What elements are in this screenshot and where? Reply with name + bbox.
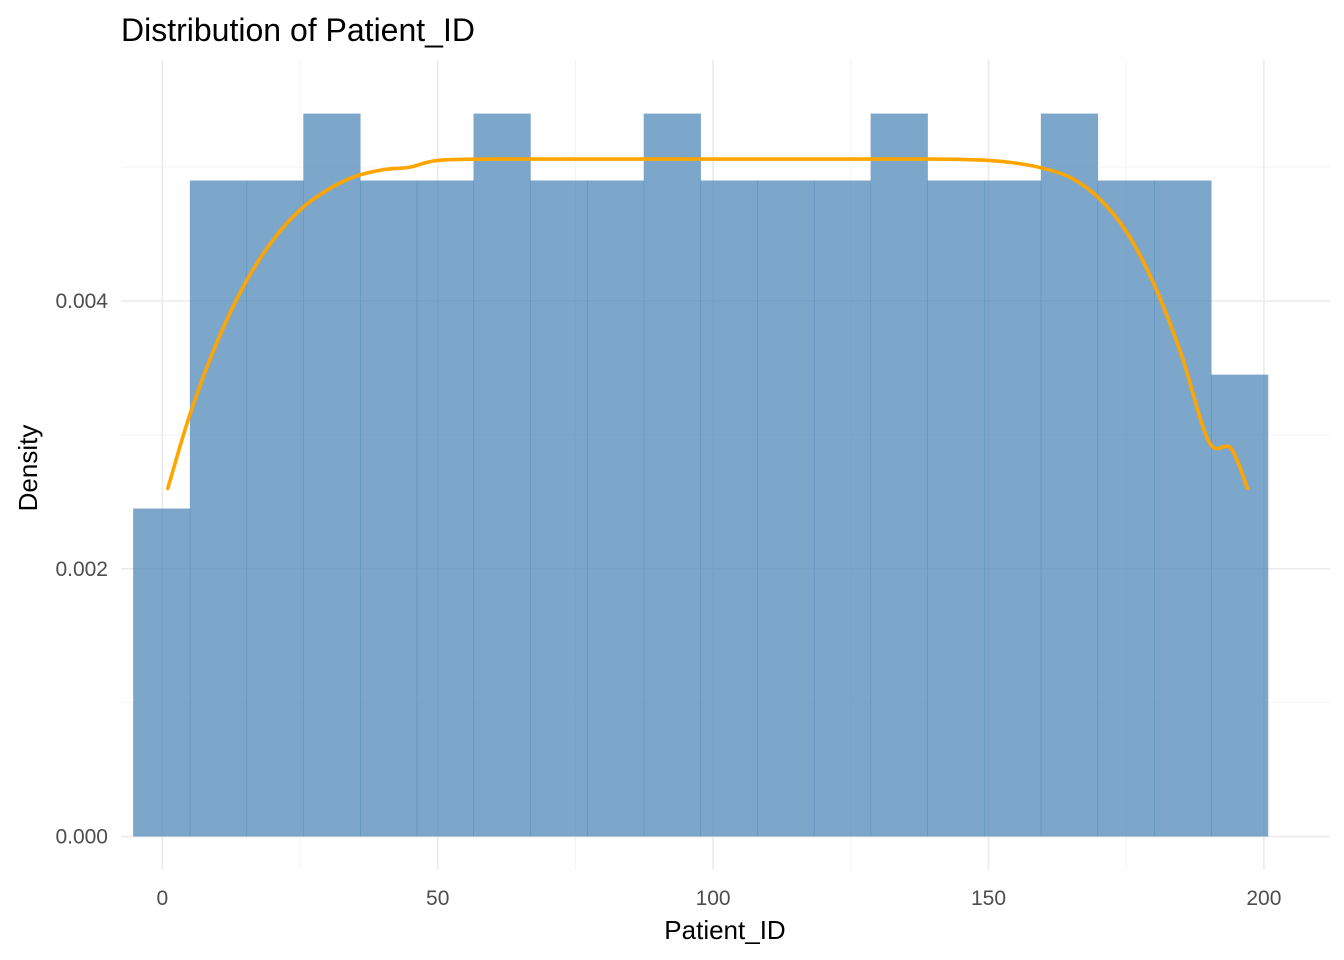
x-tick-label: 150: [971, 887, 1006, 910]
histogram-bar: [189, 180, 248, 837]
x-tick-label: 100: [696, 887, 731, 910]
histogram-bar: [133, 508, 191, 837]
histogram-bar: [530, 180, 588, 837]
y-axis-title: Density: [13, 425, 43, 512]
histogram-bar: [984, 180, 1042, 837]
histogram-bar: [813, 180, 872, 837]
histogram-bar: [1211, 374, 1269, 837]
histogram-bar: [643, 113, 701, 837]
density-curve: [166, 157, 1250, 491]
y-tick-label: 0.004: [55, 290, 108, 313]
histogram-bar: [360, 180, 418, 837]
x-axis-title: Patient_ID: [664, 915, 785, 945]
chart-title: Distribution of Patient_ID: [121, 12, 475, 48]
y-axis-ticks: 0.000 0.002 0.004: [55, 290, 108, 849]
histogram-bar: [303, 113, 361, 837]
histogram-bar: [416, 180, 475, 837]
x-tick-label: 0: [156, 887, 168, 910]
histogram-bar: [1040, 113, 1099, 837]
histogram-bar: [473, 113, 531, 837]
histogram-bar: [927, 180, 985, 837]
histogram-bar: [700, 180, 758, 837]
histogram-bar: [1097, 180, 1155, 837]
x-tick-label: 200: [1246, 887, 1281, 910]
histogram-bars: [133, 113, 1269, 837]
histogram-bar: [870, 113, 928, 837]
y-tick-label: 0.000: [55, 826, 108, 849]
histogram-bar: [1154, 180, 1212, 837]
x-axis-ticks: 0 50 100 150 200: [156, 887, 1281, 910]
histogram-bar: [757, 180, 815, 837]
y-tick-label: 0.002: [55, 558, 108, 581]
histogram-bar: [586, 180, 645, 837]
histogram-bar: [246, 180, 304, 837]
x-tick-label: 50: [426, 887, 449, 910]
